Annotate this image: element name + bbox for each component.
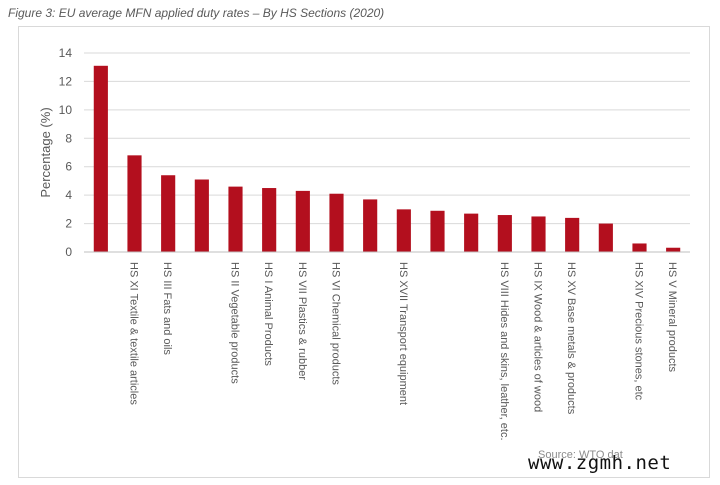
x-tick-label: HS VII Plastics & rubber (296, 262, 308, 380)
bar (363, 199, 378, 252)
bar (531, 216, 546, 252)
bar (228, 186, 243, 252)
x-tick-label: HS XIV Precious stones, etc (633, 262, 645, 401)
bar (565, 217, 580, 252)
x-tick-label: HS IX Wood & articles of wood (532, 262, 544, 412)
x-tick-label: HS I Animal Products (262, 262, 274, 366)
y-tick-label: 10 (59, 103, 73, 117)
bar (598, 223, 613, 252)
y-tick-label: 2 (65, 217, 72, 231)
y-tick-label: 12 (59, 74, 73, 88)
bar (262, 188, 277, 252)
chart-frame (18, 26, 710, 478)
bar (295, 190, 310, 252)
x-tick-label: HS VIII Hides and skins, leather, etc. (498, 262, 510, 441)
bar (666, 247, 681, 252)
figure-title: Figure 3: EU average MFN applied duty ra… (8, 6, 385, 20)
x-tick-label: HS III Fats and oils (161, 262, 173, 355)
y-tick-label: 14 (59, 46, 73, 60)
bar (430, 210, 445, 252)
x-axis-labels: HS XI Textile & textile articles HS III F… (128, 262, 679, 441)
x-tick-label: HS XVII Transport equipment (397, 262, 409, 405)
bar (93, 65, 108, 253)
bar (194, 179, 209, 252)
bar (396, 209, 411, 252)
x-tick-label: HS V Mineral products (666, 262, 678, 373)
gridlines (84, 52, 690, 225)
bars (93, 65, 681, 253)
bar (464, 213, 479, 252)
x-tick-label: HS VI Chemical products (330, 262, 342, 385)
y-axis-ticks: 0 2 4 6 8 10 12 14 (59, 46, 73, 259)
y-tick-label: 0 (65, 245, 72, 259)
x-tick-label: HS XV Base metals & products (565, 262, 577, 415)
bar (497, 215, 512, 252)
y-tick-label: 8 (65, 131, 72, 145)
bar (161, 175, 176, 252)
x-tick-label: HS II Vegetable products (229, 262, 241, 384)
y-axis-title: Percentage (%) (38, 107, 53, 197)
y-tick-label: 4 (65, 188, 72, 202)
bar (127, 155, 142, 252)
bar (329, 193, 344, 252)
bar (632, 243, 647, 252)
source-note: Source: WTO dat (538, 449, 623, 461)
y-tick-label: 6 (65, 160, 72, 174)
x-tick-label: HS XI Textile & textile articles (128, 262, 140, 405)
watermark: www.zgmh.net (528, 452, 672, 474)
